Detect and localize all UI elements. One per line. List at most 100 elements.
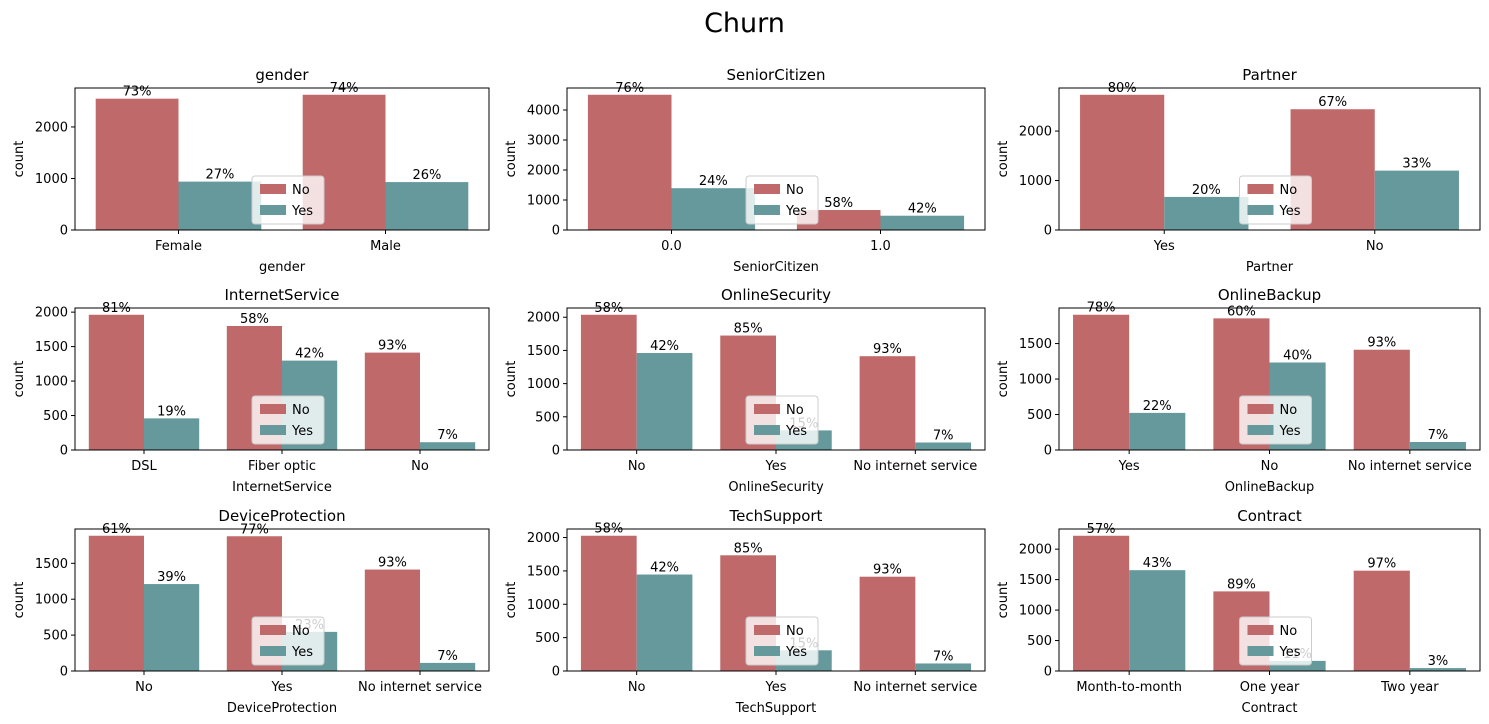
y-tick-label: 2000 [527, 311, 560, 326]
bar-onlinebackup-no-internet-service-yes [1409, 441, 1466, 450]
bar-onlinebackup-yes-yes [1129, 412, 1186, 450]
x-tick-label: Two year [1380, 680, 1439, 695]
legend-box [251, 175, 325, 225]
legend-swatch-yes [260, 425, 286, 435]
data-label: 58% [240, 312, 269, 327]
legend-swatch-no [1247, 184, 1274, 194]
x-axis-label: Contract [1242, 701, 1298, 716]
legend-box [251, 616, 325, 666]
y-tick-label: 500 [43, 409, 68, 424]
legend-swatch-no [754, 184, 780, 194]
legend-swatch-yes [260, 205, 286, 215]
y-tick-label: 0 [60, 665, 68, 680]
bar-onlinesecurity-no-yes [636, 353, 693, 450]
legend-label-yes: Yes [1279, 204, 1301, 219]
x-tick-label: 1.0 [870, 239, 891, 254]
x-tick-label: Yes [765, 459, 787, 474]
x-tick-label: Female [155, 239, 202, 254]
y-tick-label: 500 [1027, 634, 1052, 649]
bar-contract-one-year-yes [1269, 660, 1326, 671]
bar-onlinesecurity-no-no [580, 314, 637, 450]
data-label: 24% [699, 174, 728, 189]
y-tick-label: 1000 [527, 377, 560, 392]
y-tick-label: 0 [1044, 444, 1052, 459]
bar-gender-female-yes [178, 181, 262, 230]
bar-contract-two-year-no [1353, 570, 1410, 671]
legend-swatch-yes [260, 646, 286, 656]
legend-label-yes: Yes [785, 204, 807, 219]
x-axis-label: OnlineBackup [1225, 480, 1315, 495]
legend-label-no: No [292, 183, 310, 198]
bar-partner-yes-no [1080, 94, 1165, 230]
x-tick-label: Yes [1153, 239, 1175, 254]
legend-label-no: No [292, 624, 310, 639]
bar-gender-male-yes [385, 182, 469, 230]
legend-swatch-no [754, 625, 780, 635]
y-tick-label: 0 [552, 444, 560, 459]
legend: No Yes [1239, 616, 1312, 666]
legend-label-no: No [786, 624, 804, 639]
y-tick-label: 1500 [527, 344, 560, 359]
y-tick-label: 2000 [1019, 125, 1052, 140]
legend-label-no: No [786, 403, 804, 418]
x-tick-label: No [628, 459, 646, 474]
y-tick-label: 500 [535, 631, 560, 646]
legend-label-no: No [1280, 403, 1298, 418]
legend: No Yes [745, 395, 819, 445]
y-axis-label: count [12, 141, 27, 178]
x-axis-label: Partner [1246, 260, 1294, 275]
y-tick-label: 1500 [527, 564, 560, 579]
legend-label-no: No [292, 403, 310, 418]
data-label: 77% [240, 522, 269, 537]
y-axis-label: count [996, 361, 1011, 398]
bar-seniorcitizen-0-0-yes [671, 188, 756, 230]
bar-techsupport-no-internet-service-yes [915, 663, 972, 671]
subplot-title: InternetService [225, 286, 340, 304]
bar-deviceprotection-no-internet-service-yes [420, 662, 476, 671]
legend-label-yes: Yes [1279, 645, 1301, 660]
y-tick-label: 1500 [35, 340, 68, 355]
y-tick-label: 0 [60, 224, 68, 239]
data-label: 93% [1367, 336, 1396, 351]
x-tick-label: DSL [131, 459, 157, 474]
legend: No Yes [745, 616, 819, 666]
y-tick-label: 3000 [527, 133, 560, 148]
y-tick-label: 1500 [1019, 573, 1052, 588]
bar-seniorcitizen-0-0-no [587, 94, 672, 230]
y-tick-label: 0 [552, 224, 560, 239]
x-tick-label: Yes [271, 680, 293, 695]
legend-label-no: No [1280, 624, 1298, 639]
y-tick-label: 1000 [1019, 373, 1052, 388]
axes-frame [1058, 87, 1481, 231]
bar-techsupport-no-yes [636, 574, 693, 671]
y-axis-label: count [996, 582, 1011, 619]
y-tick-label: 2000 [1019, 543, 1052, 558]
x-tick-label: No internet service [1348, 459, 1472, 474]
legend-box [745, 616, 819, 666]
subplot-title: SeniorCitizen [726, 66, 825, 84]
y-axis-label: count [12, 582, 27, 619]
subplot-title: DeviceProtection [218, 507, 345, 525]
legend-swatch-no [1247, 404, 1274, 414]
x-axis-label: SeniorCitizen [733, 260, 819, 275]
legend-label-yes: Yes [291, 645, 313, 660]
subplot-title: Partner [1242, 66, 1297, 84]
legend-box [251, 395, 325, 445]
y-tick-label: 1000 [527, 193, 560, 208]
legend: No Yes [251, 616, 325, 666]
x-tick-label: No internet service [853, 459, 977, 474]
legend: No Yes [251, 395, 325, 445]
x-tick-label: No [1261, 459, 1279, 474]
y-tick-label: 1000 [35, 172, 68, 187]
data-label: 42% [650, 561, 679, 576]
y-tick-label: 500 [535, 410, 560, 425]
axes-frame [566, 87, 986, 231]
legend-swatch-no [754, 404, 780, 414]
data-label: 42% [908, 202, 937, 217]
legend-box [1239, 395, 1312, 445]
data-label: 7% [437, 428, 458, 443]
legend-box [1239, 175, 1312, 225]
bar-contract-month-to-month-no [1073, 535, 1130, 671]
